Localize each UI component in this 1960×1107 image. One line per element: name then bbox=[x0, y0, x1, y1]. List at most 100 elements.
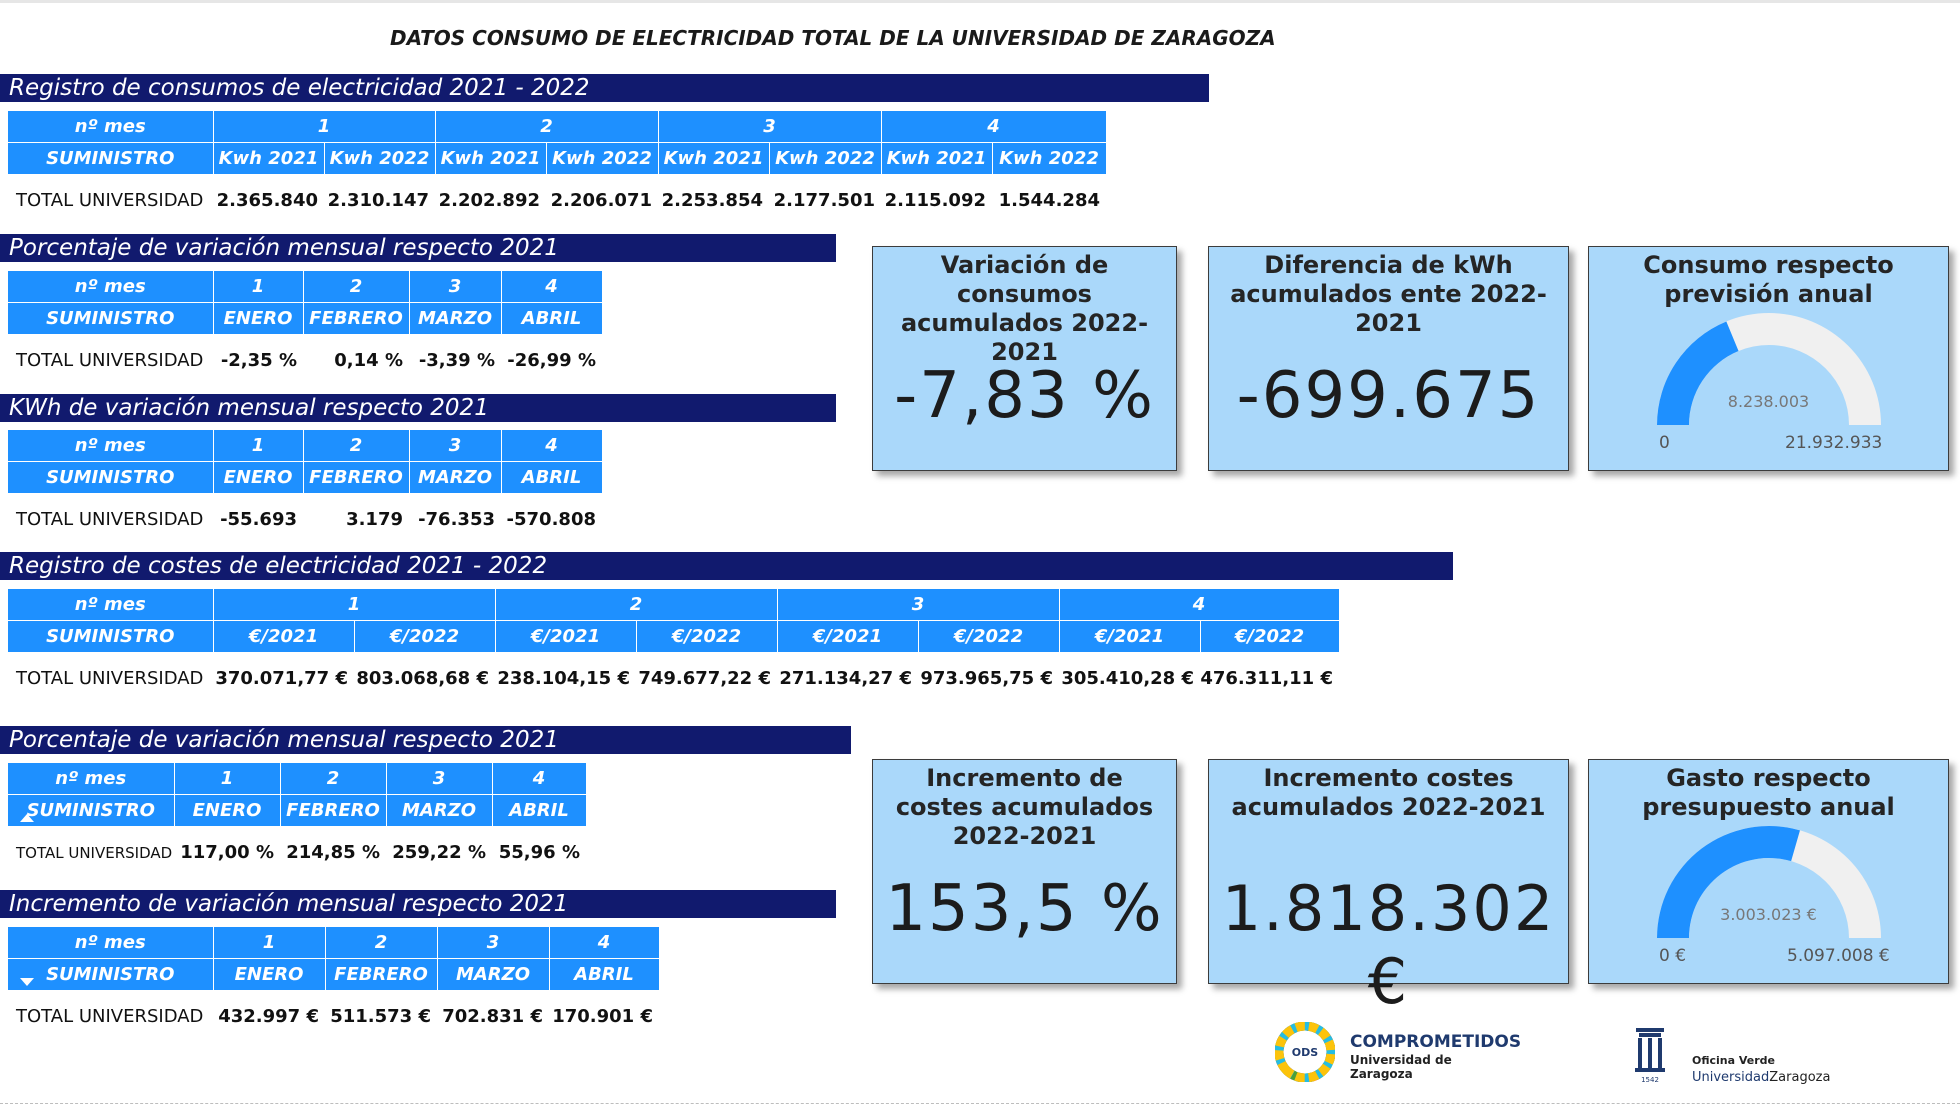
header-sub[interactable]: Kwh 2021 bbox=[435, 142, 547, 174]
header-sub[interactable]: Kwh 2022 bbox=[769, 142, 882, 174]
header-month-2[interactable]: 2 bbox=[280, 763, 387, 795]
header-sub[interactable]: €/2022 bbox=[1200, 620, 1340, 652]
header-month-2[interactable]: 2 bbox=[325, 927, 438, 959]
header-month-4[interactable]: 4 bbox=[501, 430, 603, 462]
header-sub[interactable]: €/2022 bbox=[636, 620, 778, 652]
header-month-4[interactable]: 4 bbox=[881, 111, 1107, 143]
kpi-card-inc-costes-eur[interactable]: Incremento costes acumulados 2022-2021 1… bbox=[1208, 759, 1569, 1018]
kpi-card-var-consumos[interactable]: Variación de consumos acumulados 2022-20… bbox=[872, 246, 1177, 471]
header-month-name[interactable]: ENERO bbox=[213, 461, 304, 493]
header-sub[interactable]: €/2021 bbox=[495, 620, 637, 652]
header-month-1[interactable]: 1 bbox=[213, 271, 304, 303]
cell-value: 370.071,77 € bbox=[215, 668, 348, 689]
header-row-sub: SUMINISTRO ENERO FEBRERO MARZO ABRIL bbox=[8, 461, 603, 493]
header-sub[interactable]: Kwh 2022 bbox=[546, 142, 659, 174]
header-sub[interactable]: Kwh 2021 bbox=[881, 142, 993, 174]
sort-ascending-icon[interactable] bbox=[20, 814, 34, 822]
header-month-2[interactable]: 2 bbox=[495, 589, 778, 621]
header-sub[interactable]: €/2022 bbox=[354, 620, 496, 652]
cell-value: 2.310.147 bbox=[327, 190, 429, 211]
header-month-4[interactable]: 4 bbox=[1059, 589, 1340, 621]
gauge-title: Consumo respecto previsión anual bbox=[1643, 251, 1894, 308]
header-sub[interactable]: €/2021 bbox=[213, 620, 355, 652]
header-month-3[interactable]: 3 bbox=[658, 111, 882, 143]
header-month-4[interactable]: 4 bbox=[492, 763, 587, 795]
table-row: TOTAL UNIVERSIDAD -2,35 % 0,14 % -3,39 %… bbox=[8, 334, 602, 377]
gauge-max-label: 21.932.933 bbox=[1785, 433, 1883, 453]
section-title-costes: Registro de costes de electricidad 2021 … bbox=[0, 552, 1453, 580]
cell-value: -26,99 % bbox=[507, 350, 596, 371]
header-month-3[interactable]: 3 bbox=[437, 927, 550, 959]
cell-value: 117,00 % bbox=[180, 842, 274, 863]
header-month-1[interactable]: 1 bbox=[213, 589, 496, 621]
kpi-title: Incremento costes acumulados 2022-2021 bbox=[1231, 764, 1546, 821]
header-sub[interactable]: Kwh 2022 bbox=[992, 142, 1107, 174]
header-row-sub: SUMINISTRO ENERO FEBRERO MARZO ABRIL bbox=[8, 794, 587, 826]
header-month-4[interactable]: 4 bbox=[501, 271, 603, 303]
header-month-name[interactable]: FEBRERO bbox=[303, 461, 410, 493]
header-month-2[interactable]: 2 bbox=[435, 111, 659, 143]
header-suministro[interactable]: SUMINISTRO bbox=[8, 302, 214, 334]
header-month-1[interactable]: 1 bbox=[213, 111, 436, 143]
kpi-card-inc-costes-pct[interactable]: Incremento de costes acumulados 2022-202… bbox=[872, 759, 1177, 984]
header-month-name[interactable]: ABRIL bbox=[492, 794, 587, 826]
header-sub[interactable]: Kwh 2021 bbox=[658, 142, 770, 174]
header-month-name[interactable]: ENERO bbox=[174, 794, 281, 826]
gauge-value-label: 8.238.003 bbox=[1727, 392, 1810, 411]
kpi-value: -7,83 % bbox=[894, 359, 1155, 433]
gauge-card-gasto-presupuesto[interactable]: Gasto respecto presupuesto anual 3.003.0… bbox=[1588, 759, 1949, 984]
header-sub[interactable]: €/2021 bbox=[777, 620, 919, 652]
header-month-name[interactable]: ABRIL bbox=[549, 958, 660, 990]
header-month-name[interactable]: ENERO bbox=[213, 958, 326, 990]
header-suministro-label: SUMINISTRO bbox=[26, 800, 155, 821]
gauge-card-consumo-prevision[interactable]: Consumo respecto previsión anual 8.238.0… bbox=[1588, 246, 1949, 471]
header-month-name[interactable]: MARZO bbox=[409, 302, 502, 334]
header-month-name[interactable]: MARZO bbox=[437, 958, 550, 990]
header-suministro[interactable]: SUMINISTRO bbox=[8, 958, 214, 990]
header-sub[interactable]: Kwh 2022 bbox=[324, 142, 436, 174]
header-month-3[interactable]: 3 bbox=[777, 589, 1060, 621]
header-month-3[interactable]: 3 bbox=[386, 763, 493, 795]
header-month-name[interactable]: MARZO bbox=[409, 461, 502, 493]
header-mes: nº mes bbox=[8, 271, 214, 303]
header-month-name[interactable]: MARZO bbox=[386, 794, 493, 826]
header-month-3[interactable]: 3 bbox=[409, 271, 502, 303]
header-month-name[interactable]: ABRIL bbox=[501, 302, 603, 334]
header-suministro[interactable]: SUMINISTRO bbox=[8, 461, 214, 493]
gauge-chart bbox=[1657, 826, 1881, 938]
kpi-card-dif-kwh[interactable]: Diferencia de kWh acumulados ente 2022-2… bbox=[1208, 246, 1569, 471]
header-sub[interactable]: €/2022 bbox=[918, 620, 1060, 652]
row-label: TOTAL UNIVERSIDAD bbox=[16, 190, 204, 211]
header-month-4[interactable]: 4 bbox=[549, 927, 660, 959]
kpi-value: -699.675 bbox=[1236, 359, 1541, 433]
header-month-2[interactable]: 2 bbox=[303, 271, 410, 303]
pct-coste-table: nº mes 1 2 3 4 SUMINISTRO ENERO FEBRERO … bbox=[8, 763, 587, 869]
header-month-1[interactable]: 1 bbox=[174, 763, 281, 795]
header-month-name[interactable]: FEBRERO bbox=[280, 794, 387, 826]
header-suministro[interactable]: SUMINISTRO bbox=[8, 142, 214, 174]
logo-subtitle-a: Universidad bbox=[1692, 1070, 1770, 1085]
row-label: TOTAL UNIVERSIDAD bbox=[16, 350, 204, 371]
header-month-name[interactable]: ENERO bbox=[213, 302, 304, 334]
sort-descending-icon[interactable] bbox=[20, 978, 34, 986]
cell-value: 432.997 € bbox=[218, 1006, 319, 1027]
header-month-name[interactable]: FEBRERO bbox=[303, 302, 410, 334]
cell-value: 803.068,68 € bbox=[356, 668, 489, 689]
header-month-name[interactable]: FEBRERO bbox=[325, 958, 438, 990]
page-title: DATOS CONSUMO DE ELECTRICIDAD TOTAL DE L… bbox=[390, 26, 1276, 50]
header-month-3[interactable]: 3 bbox=[409, 430, 502, 462]
header-sub[interactable]: €/2021 bbox=[1059, 620, 1201, 652]
inc-coste-table: nº mes 1 2 3 4 SUMINISTRO ENERO FEBRERO … bbox=[8, 927, 660, 1033]
gauge-min-label: 0 € bbox=[1659, 946, 1687, 966]
header-mes: nº mes bbox=[8, 430, 214, 462]
header-suministro[interactable]: SUMINISTRO bbox=[8, 794, 175, 826]
cell-value: 238.104,15 € bbox=[497, 668, 630, 689]
header-sub[interactable]: Kwh 2021 bbox=[213, 142, 325, 174]
header-month-2[interactable]: 2 bbox=[303, 430, 410, 462]
header-month-1[interactable]: 1 bbox=[213, 927, 326, 959]
header-month-name[interactable]: ABRIL bbox=[501, 461, 603, 493]
header-suministro[interactable]: SUMINISTRO bbox=[8, 620, 214, 652]
university-tower-icon: 1542 bbox=[1635, 1028, 1665, 1084]
header-month-1[interactable]: 1 bbox=[213, 430, 304, 462]
section-title-kwh-var: KWh de variación mensual respecto 2021 bbox=[0, 394, 836, 422]
